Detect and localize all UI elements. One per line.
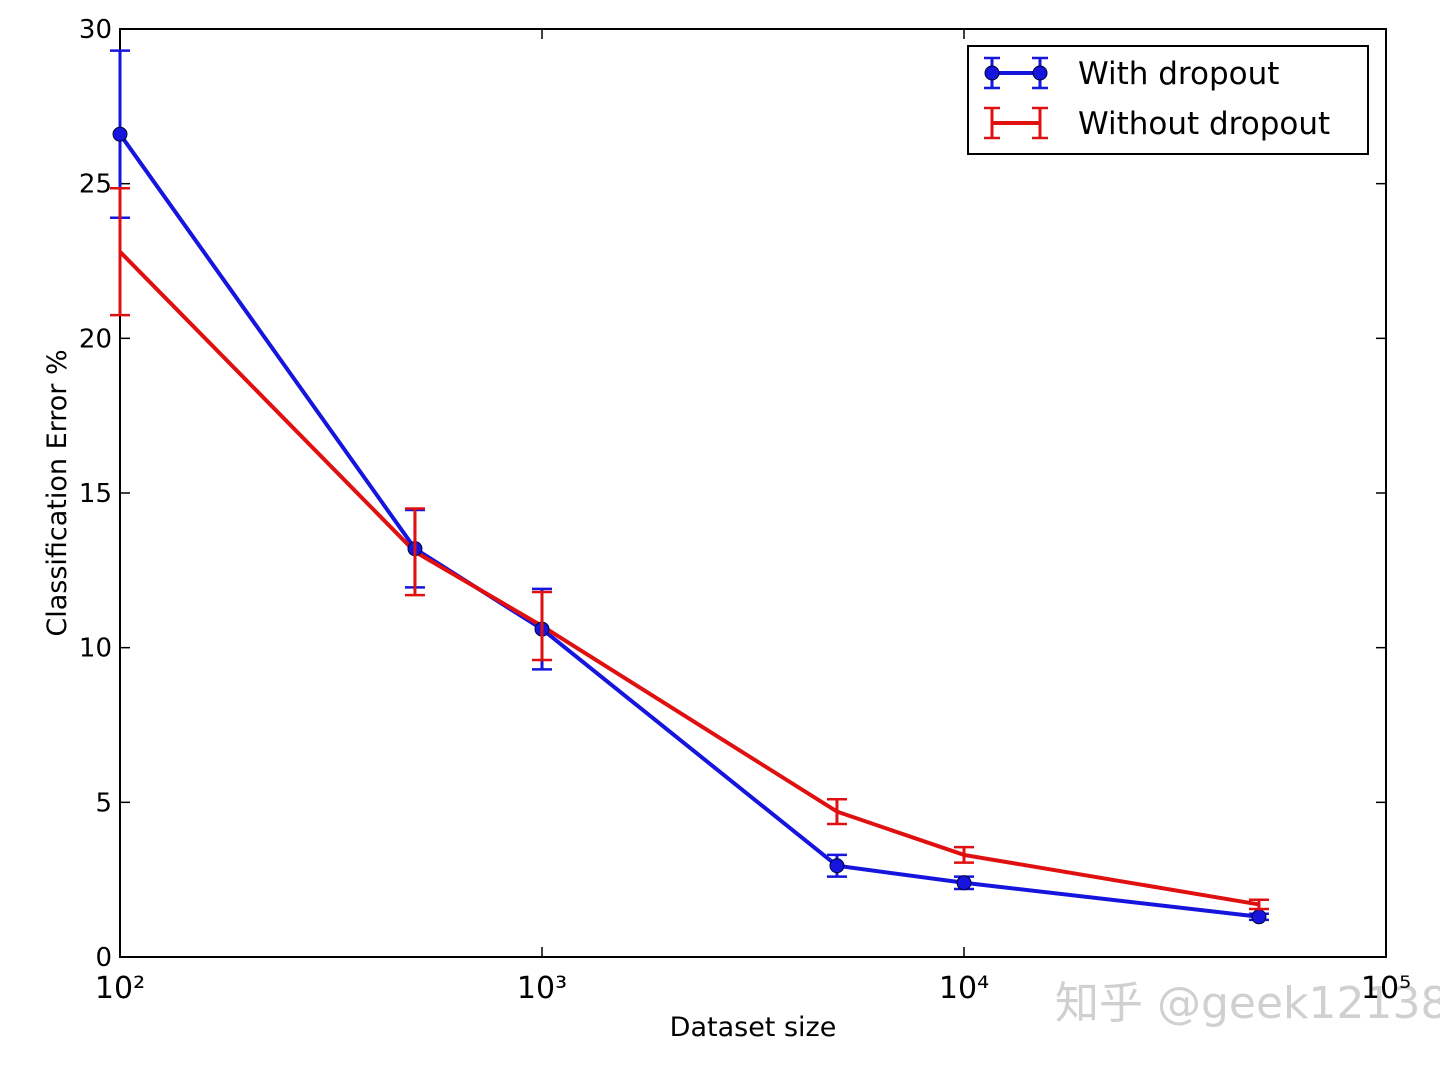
error-bar xyxy=(1248,898,1269,911)
y-axis-label: Classification Error % xyxy=(42,349,73,636)
error-bar xyxy=(826,797,847,826)
x-tick-label: 10³ xyxy=(517,971,567,1006)
x-tick-label: 10² xyxy=(95,971,145,1006)
legend-label: Without dropout xyxy=(1078,106,1330,142)
x-tick-label: 10⁵ xyxy=(1361,971,1411,1006)
legend-label: With dropout xyxy=(1078,56,1279,92)
x-axis-label: Dataset size xyxy=(670,1012,837,1043)
point xyxy=(829,858,845,874)
error-bar xyxy=(404,507,425,597)
plot-frame xyxy=(119,28,1387,958)
watermark: 知乎 @geek12138 xyxy=(1055,978,1440,1029)
y-tick-label: 15 xyxy=(79,479,112,509)
y-tick-label: 30 xyxy=(79,15,112,45)
legend-marker xyxy=(1032,65,1048,81)
error-bar xyxy=(954,845,974,864)
point xyxy=(956,875,972,891)
y-tick-label: 25 xyxy=(79,170,112,200)
y-tick-label: 5 xyxy=(95,788,112,818)
series-line xyxy=(118,133,1260,919)
x-tick-label: 10⁴ xyxy=(939,971,989,1006)
legend-marker xyxy=(984,65,1000,81)
legend-box xyxy=(967,45,1369,155)
y-tick-label: 20 xyxy=(79,324,112,354)
error-bar xyxy=(110,187,130,317)
point xyxy=(1251,909,1267,925)
error-bar xyxy=(532,590,552,662)
y-tick-label: 0 xyxy=(95,943,112,973)
series-line xyxy=(118,250,1260,907)
point xyxy=(112,126,128,142)
y-tick-label: 10 xyxy=(79,634,112,664)
